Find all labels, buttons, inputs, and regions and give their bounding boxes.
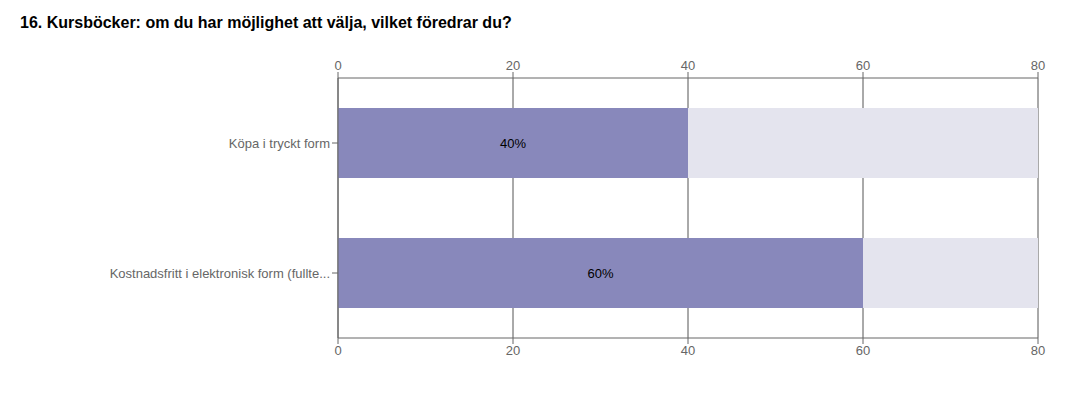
svg-text:0: 0 [334, 343, 341, 358]
svg-text:Köpa i tryckt form: Köpa i tryckt form [229, 136, 330, 151]
svg-text:80: 80 [1031, 58, 1045, 73]
svg-text:0: 0 [334, 58, 341, 73]
svg-text:60: 60 [856, 58, 870, 73]
svg-text:40: 40 [681, 343, 695, 358]
svg-text:20: 20 [506, 58, 520, 73]
svg-text:Kostnadsfritt i elektronisk fo: Kostnadsfritt i elektronisk form (fullte… [110, 266, 330, 281]
svg-text:20: 20 [506, 343, 520, 358]
svg-text:60%: 60% [587, 266, 613, 281]
html-text:16. Kursböcker: om du har möjl: 16. Kursböcker: om du har möjlighet att … [20, 14, 512, 31]
svg-text:40%: 40% [500, 136, 526, 151]
svg-text:40: 40 [681, 58, 695, 73]
svg-text:60: 60 [856, 343, 870, 358]
svg-text:80: 80 [1031, 343, 1045, 358]
